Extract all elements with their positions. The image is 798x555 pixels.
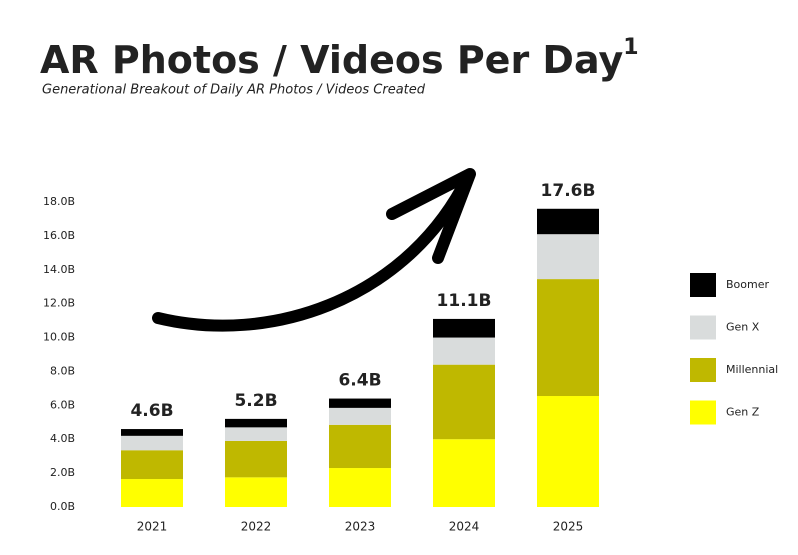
y-tick-label: 2.0B (50, 466, 75, 479)
arrow-shaft (152, 182, 468, 332)
legend-label: Gen Z (726, 406, 760, 419)
x-tick-label: 2024 (449, 520, 480, 534)
bar-segment (225, 440, 287, 478)
total-label: 11.1B (437, 291, 492, 311)
bar-segment (329, 407, 391, 425)
bar-segment (225, 427, 287, 441)
arrow-head (386, 168, 476, 264)
y-tick-label: 4.0B (50, 432, 75, 445)
legend-label: Millennial (726, 363, 778, 376)
total-label: 5.2B (234, 391, 277, 411)
legend-swatch (690, 400, 716, 425)
y-tick-label: 18.0B (43, 195, 75, 208)
bar-segment (433, 318, 495, 338)
x-tick-label: 2025 (553, 520, 584, 534)
legend-swatch (690, 315, 716, 340)
legend-label: Boomer (726, 278, 769, 291)
bar-segment (329, 424, 391, 469)
bar-segment (225, 477, 287, 507)
bar-segment (121, 450, 183, 480)
bar-segment (433, 337, 495, 365)
y-tick-label: 12.0B (43, 297, 75, 310)
chart-subtitle: Generational Breakout of Daily AR Photos… (42, 83, 426, 98)
y-tick-label: 8.0B (50, 364, 75, 377)
y-tick-label: 0.0B (50, 500, 75, 513)
y-tick-label: 6.0B (50, 398, 75, 411)
total-label: 6.4B (338, 371, 381, 391)
bar-segment (121, 429, 183, 436)
bar-segment (225, 418, 287, 428)
bar-segment (433, 439, 495, 507)
x-tick-label: 2021 (137, 520, 168, 534)
bar-segment (329, 398, 391, 408)
bar-segment (537, 208, 599, 235)
chart-title: AR Photos / Videos Per Day1 (40, 35, 639, 82)
x-tick-label: 2023 (345, 520, 376, 534)
bar-segment (121, 479, 183, 507)
legend-label: Gen X (726, 321, 760, 334)
title-text: AR Photos / Videos Per Day (40, 38, 623, 82)
bar-segment (537, 396, 599, 507)
bar-segment (537, 279, 599, 397)
total-label: 4.6B (130, 401, 173, 421)
title-note: 1 (623, 35, 638, 60)
y-tick-label: 16.0B (43, 229, 75, 242)
total-label: 17.6B (541, 181, 596, 201)
bar-segment (329, 468, 391, 507)
x-tick-label: 2022 (241, 520, 272, 534)
trend-arrow (152, 168, 476, 332)
bar-segment (433, 364, 495, 440)
y-tick-label: 10.0B (43, 331, 75, 344)
bar-segment (121, 435, 183, 451)
bar-segment (537, 234, 599, 280)
legend-swatch (690, 358, 716, 382)
legend-swatch (690, 273, 716, 297)
y-tick-label: 14.0B (43, 263, 75, 276)
